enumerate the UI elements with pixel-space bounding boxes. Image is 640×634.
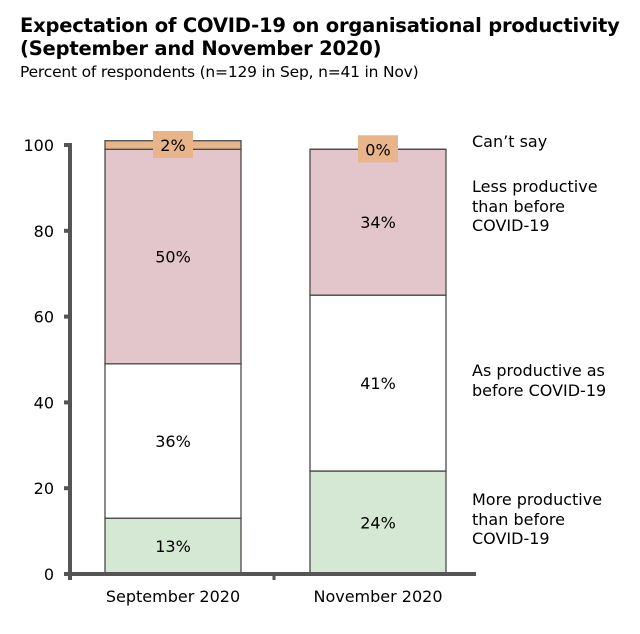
y-tick-label: 0 [44, 565, 54, 584]
data-label: 41% [360, 374, 396, 393]
chart-subtitle: Percent of respondents (n=129 in Sep, n=… [20, 63, 419, 81]
data-label-box [153, 131, 193, 158]
x-tick-label: November 2020 [313, 587, 442, 606]
bar-segment-september-2020-2 [104, 148, 242, 365]
y-tick-label: 80 [34, 222, 54, 241]
y-tick-label: 20 [34, 479, 54, 498]
chart-title-line-2: (September and November 2020) [20, 37, 382, 60]
chart-title-line-1: Expectation of COVID-19 on organisationa… [20, 14, 620, 37]
data-label: 0% [365, 140, 390, 159]
data-label: 13% [155, 537, 191, 556]
legend-label-2: Less productive than before COVID-19 [472, 177, 598, 235]
bar-segment-september-2020-1 [104, 363, 242, 519]
legend-label-3: Can’t say [472, 132, 548, 151]
x-tick-label: September 2020 [106, 587, 240, 606]
data-label: 34% [360, 213, 396, 232]
data-label: 36% [155, 432, 191, 451]
y-tick-label: 60 [34, 308, 54, 327]
chart-title: Expectation of COVID-19 on organisationa… [20, 14, 620, 60]
data-label: 50% [155, 248, 191, 267]
y-tick-label: 40 [34, 393, 54, 412]
bar-segment-november-2020-0 [309, 470, 447, 575]
legend-label-0: More productive than before COVID-19 [472, 490, 603, 548]
data-label-box [358, 135, 398, 163]
data-label: 24% [360, 514, 396, 533]
bar-segment-september-2020-0 [104, 517, 242, 575]
bar-segment-november-2020-1 [309, 294, 447, 472]
y-tick-label: 100 [23, 136, 54, 155]
data-label: 2% [160, 136, 185, 155]
legend-label-1: As productive as before COVID-19 [472, 361, 607, 400]
